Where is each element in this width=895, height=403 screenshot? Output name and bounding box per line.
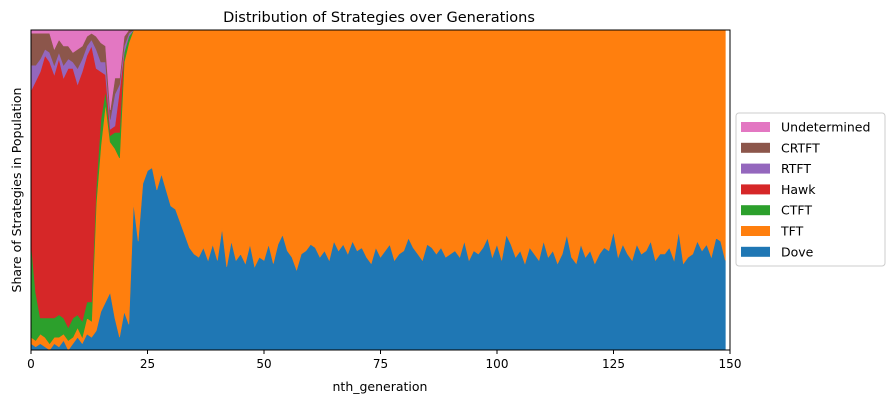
chart-title: Distribution of Strategies over Generati… <box>223 10 535 26</box>
legend: Undetermined CRTFT RTFT Hawk CTFT TFT Dove <box>735 112 886 267</box>
legend-items: Undetermined CRTFT RTFT Hawk CTFT TFT Dove <box>741 120 870 259</box>
legend-label-tft: TFT <box>780 224 804 239</box>
legend-swatch-dove <box>741 246 770 257</box>
x-tick-label: 100 <box>486 357 509 371</box>
x-tick-label: 125 <box>602 357 625 371</box>
legend-label-dove: Dove <box>781 244 814 259</box>
legend-swatch-rtft <box>741 163 770 174</box>
legend-frame <box>735 112 886 267</box>
legend-swatch-undetermined <box>741 122 770 132</box>
legend-swatch-hawk <box>741 184 770 195</box>
x-tick-label: 150 <box>719 357 742 371</box>
x-tick-label: 75 <box>373 357 388 371</box>
legend-label-ctft: CTFT <box>781 203 812 218</box>
x-axis-label: nth_generation <box>333 379 428 394</box>
x-tick-label: 50 <box>256 357 271 371</box>
legend-swatch-crtft <box>741 142 770 153</box>
legend-label-rtft: RTFT <box>781 161 811 176</box>
area-layers <box>30 29 726 351</box>
legend-swatch-ctft <box>741 205 770 216</box>
y-axis-label: Share of Strategies in Population <box>9 88 24 293</box>
legend-label-hawk: Hawk <box>781 182 816 197</box>
legend-label-crtft: CRTFT <box>781 140 820 155</box>
x-tick-label: 25 <box>140 357 155 371</box>
x-tick-label: 0 <box>27 357 35 371</box>
legend-label-undetermined: Undetermined <box>781 120 870 135</box>
legend-swatch-tft <box>741 226 770 236</box>
x-axis-ticks: 0 25 50 75 100 125 150 <box>27 350 741 371</box>
